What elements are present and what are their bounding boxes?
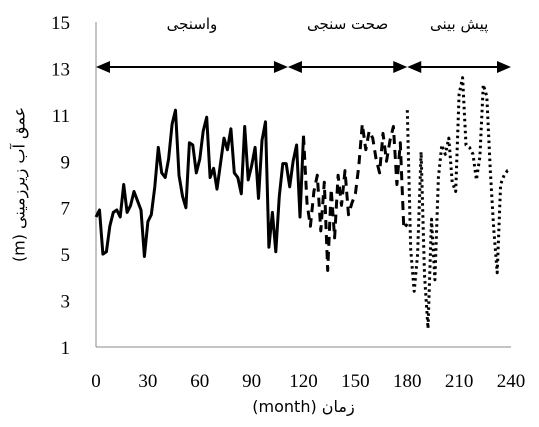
period-label: پیش بینی	[430, 15, 488, 34]
x-tick-label: 240	[497, 371, 526, 392]
x-tick-label: 150	[341, 371, 370, 392]
period-label: واسنجی	[167, 15, 218, 33]
x-tick-label: 180	[393, 371, 422, 392]
y-tick-label: 3	[61, 292, 71, 313]
period-arrow-head	[497, 61, 511, 73]
x-tick-label: 0	[91, 371, 101, 392]
series-lines	[94, 76, 511, 330]
axes	[95, 22, 511, 348]
y-tick-label: 9	[61, 152, 71, 173]
y-axis-title: عمق آب زیرزمینی (m)	[10, 107, 30, 262]
x-axis-title: زمان (month)	[252, 397, 354, 417]
y-tick-label: 13	[51, 59, 70, 80]
series-line-dashed	[302, 122, 409, 272]
period-markers: واسنجی صحت سنجی پیش بینی	[96, 15, 511, 73]
period-label: صحت سنجی	[307, 15, 388, 33]
period-arrow-head	[287, 61, 302, 73]
y-tick-label: 15	[51, 13, 70, 34]
y-tick-label: 1	[61, 338, 71, 359]
period-arrow-head	[407, 61, 422, 73]
x-tick-label: 120	[289, 371, 318, 392]
x-tick-label: 60	[190, 371, 209, 392]
x-tick-label: 210	[445, 371, 474, 392]
x-tick-label: 30	[138, 371, 157, 392]
series-line-solid	[94, 108, 305, 258]
y-tick-label: 7	[61, 199, 71, 220]
period-arrow-head	[393, 61, 408, 73]
x-tick-labels: 0 30 60 90 120 150 180 210 240	[91, 371, 525, 392]
y-tick-label: 5	[61, 245, 71, 266]
period-arrow-head	[273, 61, 288, 73]
period-arrow-head	[96, 61, 110, 73]
y-tick-label: 11	[52, 106, 70, 127]
x-tick-label: 90	[242, 371, 261, 392]
series-line-dotted	[405, 76, 511, 330]
